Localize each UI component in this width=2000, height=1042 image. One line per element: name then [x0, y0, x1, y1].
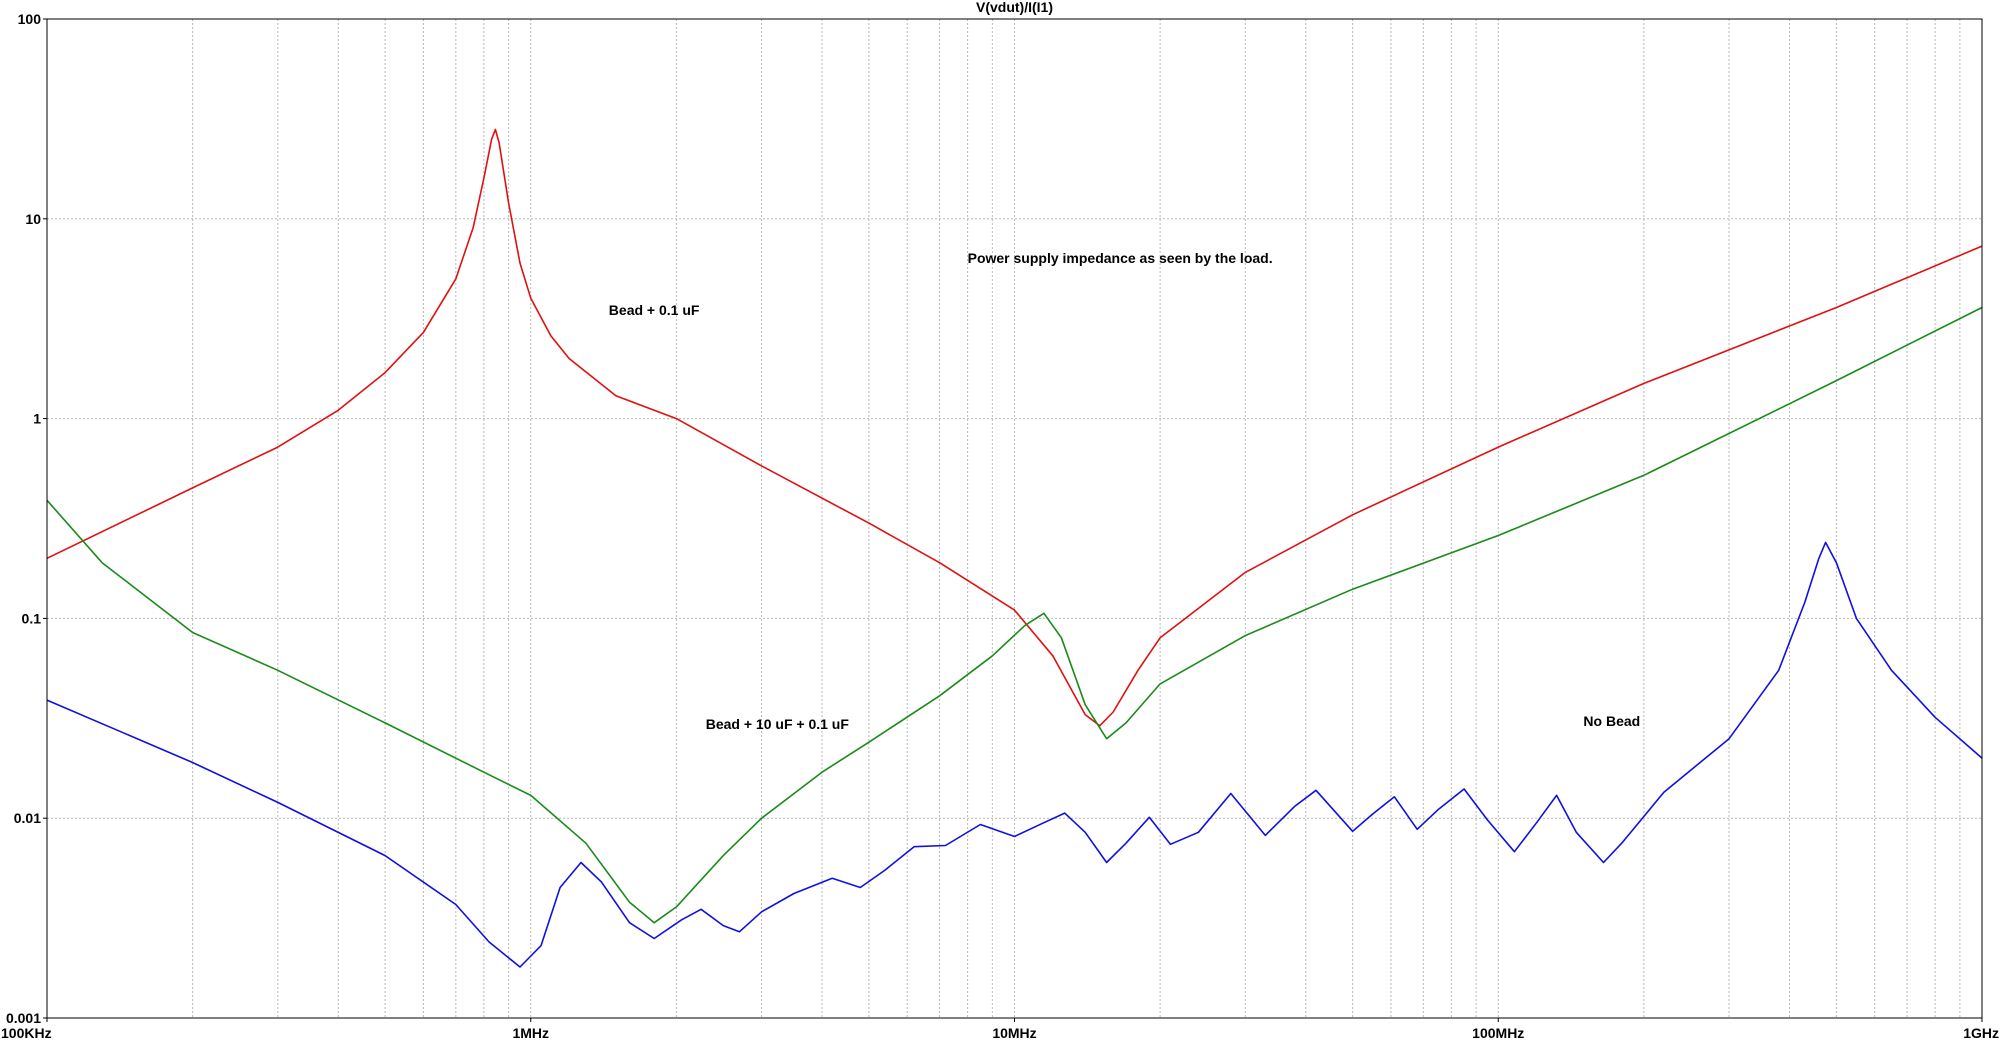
tick-labels: 100KHz 1MHz 10MHz 100MHz 1GHz 0.001 0.01 0.1 1 10…: [1, 11, 1999, 1041]
annotation-label: No Bead: [1583, 713, 1640, 729]
annotations: Power supply impedance as seen by the lo…: [609, 250, 1640, 732]
x-tick-label: 100KHz: [1, 1025, 52, 1041]
x-tick-label: 1MHz: [512, 1025, 549, 1041]
chart-title: V(vdut)/I(I1): [976, 0, 1053, 15]
y-tick-label: 0.001: [6, 1010, 41, 1026]
annotation-label: Bead + 10 uF + 0.1 uF: [706, 716, 850, 732]
annotation-label: Bead + 0.1 uF: [609, 302, 700, 318]
y-tick-label: 10: [25, 211, 41, 227]
y-tick-label: 1: [33, 411, 41, 427]
x-tick-label: 10MHz: [992, 1025, 1036, 1041]
annotation-label: Power supply impedance as seen by the lo…: [968, 250, 1273, 266]
y-tick-label: 0.01: [14, 810, 41, 826]
x-tick-label: 100MHz: [1472, 1025, 1524, 1041]
series-line-3: [46, 541, 1983, 968]
series-line-2: [46, 306, 1983, 924]
y-tick-label: 100: [18, 11, 42, 27]
y-tick-label: 0.1: [22, 610, 42, 626]
series-line-1: [46, 128, 1983, 727]
series-lines: [46, 128, 1983, 968]
x-tick-label: 1GHz: [1963, 1025, 1999, 1041]
